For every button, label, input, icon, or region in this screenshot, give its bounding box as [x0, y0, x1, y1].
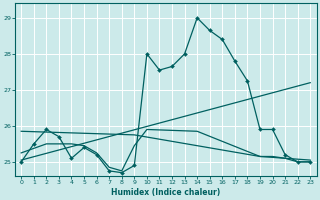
X-axis label: Humidex (Indice chaleur): Humidex (Indice chaleur)	[111, 188, 220, 197]
